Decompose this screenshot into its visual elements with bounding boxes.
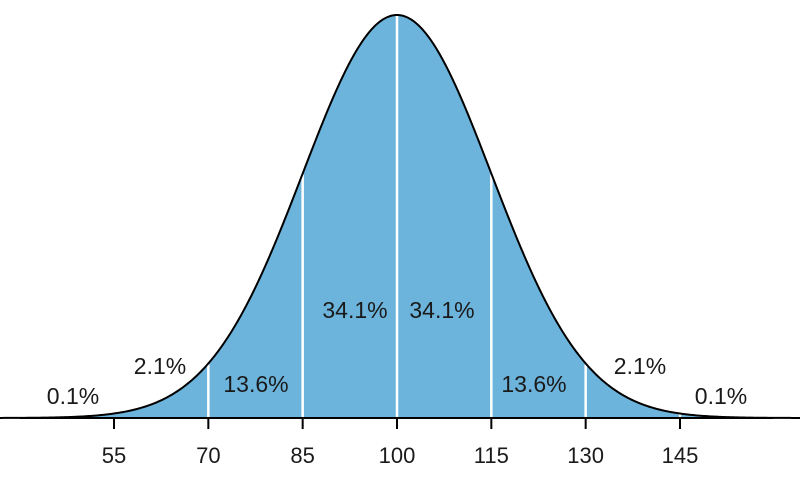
region-dividers [207,16,682,418]
region-label-85-100: 34.1% [322,297,387,323]
tick-label-115: 115 [474,443,509,468]
tick-label-130: 130 [567,443,604,468]
region-label-70-85: 13.6% [223,371,288,397]
region-label-115-130: 13.6% [501,371,566,397]
distribution-area [0,15,800,418]
tick-label-145: 145 [662,443,699,468]
tick-label-85: 85 [290,443,314,468]
tick-label-55: 55 [102,443,126,468]
tick-label-100: 100 [379,443,416,468]
region-label-130-145: 2.1% [614,353,666,379]
region-label-left-tail: 0.1% [47,383,99,409]
region-label-100-115: 34.1% [409,297,474,323]
region-label-right-tail: 0.1% [695,383,747,409]
x-axis-ticks: 55 70 85 100 115 130 145 [102,418,699,468]
region-label-55-70: 2.1% [134,353,186,379]
tick-label-70: 70 [196,443,220,468]
